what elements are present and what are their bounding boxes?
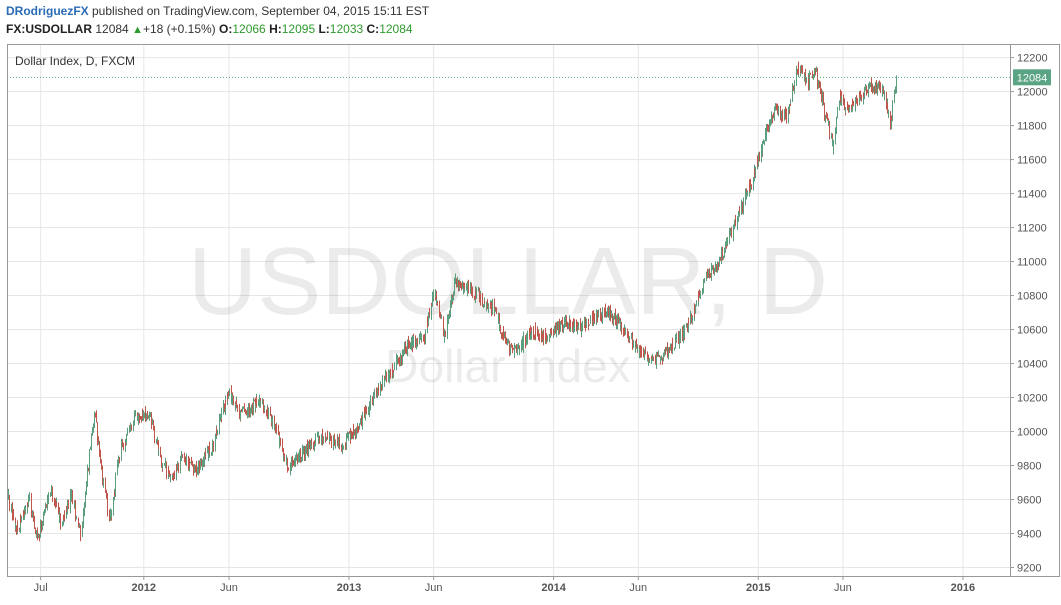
watermark-name: Dollar Index — [385, 340, 630, 392]
axes: 9200 9400 9600 9800 10000 10200 10400 10600 1080… — [7, 44, 1060, 594]
y-tick-label: 10800 — [1017, 291, 1048, 303]
up-arrow-icon: ▲ — [132, 24, 143, 36]
watermark-symbol: USDOLLAR, D — [188, 228, 828, 335]
y-tick-label: 11200 — [1017, 223, 1047, 235]
y-tick-label: 9200 — [1017, 563, 1041, 575]
price-chart[interactable]: USDOLLAR, D Dollar Index 9200 9400 9600 980… — [0, 42, 1061, 605]
y-tick-label: 10400 — [1017, 359, 1048, 371]
open-value: 12066 — [232, 22, 266, 36]
ohlc-line: FX:USDOLLAR 12084 ▲+18 (+0.15%) O:12066 … — [6, 22, 413, 36]
x-tick-label: 2016 — [951, 582, 975, 594]
symbol-label: FX:USDOLLAR — [6, 22, 92, 36]
candles — [7, 61, 897, 542]
y-tick-label: 12000 — [1017, 87, 1048, 99]
publish-line: DRodriguezFX published on TradingView.co… — [6, 4, 429, 18]
y-tick-label: 9800 — [1017, 461, 1041, 473]
y-tick-label: 11800 — [1017, 121, 1047, 133]
y-tick-label: 10600 — [1017, 325, 1048, 337]
x-tick-label: Jun — [220, 582, 238, 594]
x-tick-label: Jun — [834, 582, 852, 594]
low-label: L: — [318, 22, 330, 36]
high-label: H: — [269, 22, 282, 36]
open-label: O: — [219, 22, 233, 36]
y-tick-label: 10000 — [1017, 427, 1048, 439]
author-link[interactable]: DRodriguezFX — [6, 4, 89, 18]
y-tick-label: 11400 — [1017, 189, 1047, 201]
y-tick-label: 11000 — [1017, 257, 1047, 269]
price-change: +18 (+0.15%) — [142, 22, 216, 36]
x-tick-label: Jun — [425, 582, 443, 594]
x-tick-label: 2015 — [746, 582, 770, 594]
x-tick-label: 2014 — [541, 582, 566, 594]
x-tick-label: 2013 — [337, 582, 361, 594]
last-price-tag — [1013, 69, 1051, 86]
chart-header: DRodriguezFX published on TradingView.co… — [0, 0, 1061, 42]
x-tick-label: Jun — [629, 582, 647, 594]
plot-frame — [7, 44, 1060, 577]
y-tick-label: 11600 — [1017, 155, 1047, 167]
y-tick-label: 9600 — [1017, 495, 1041, 507]
x-tick-label: Jul — [34, 582, 48, 594]
high-value: 12095 — [281, 22, 316, 36]
y-tick-label: 10200 — [1017, 393, 1048, 405]
close-value: 12084 — [379, 22, 413, 36]
last-price-tag-label: 12084 — [1017, 72, 1048, 84]
y-tick-label: 9400 — [1017, 529, 1041, 541]
y-tick-label: 12200 — [1017, 53, 1048, 65]
watermark: USDOLLAR, D Dollar Index — [188, 228, 828, 392]
last-price: 12084 — [95, 22, 129, 36]
close-label: C: — [366, 22, 380, 36]
low-value: 12033 — [329, 22, 364, 36]
chart-title: Dollar Index, D, FXCM — [15, 54, 135, 68]
publish-info: published on TradingView.com, September … — [88, 4, 430, 18]
x-tick-label: 2012 — [132, 582, 156, 594]
grid — [7, 44, 1010, 576]
